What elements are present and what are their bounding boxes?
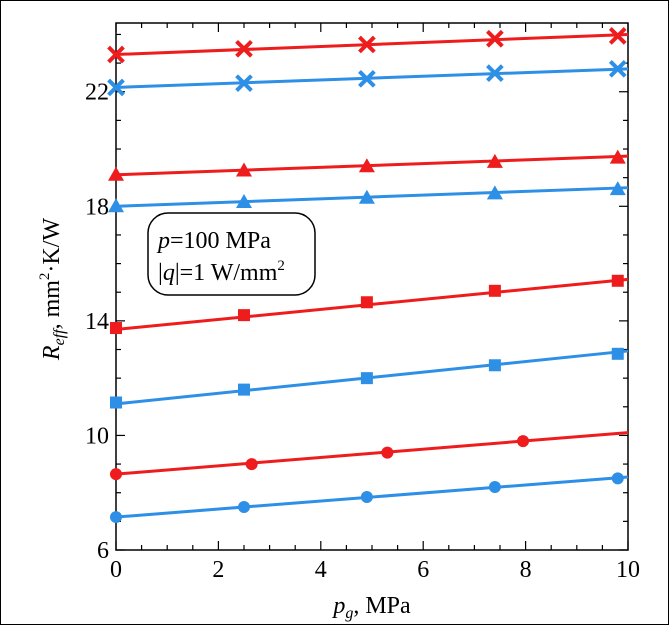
annotation-line-2: |q|=1 W/mm2 <box>158 258 285 286</box>
series-red-triangle <box>108 149 629 181</box>
data-point-circle <box>110 468 122 481</box>
data-point-x <box>107 78 125 97</box>
x-stroke <box>358 35 376 54</box>
x-stroke <box>107 45 125 64</box>
x-stroke <box>235 39 253 58</box>
x-tick-label: 2 <box>212 557 224 583</box>
series-fit-line <box>115 154 629 177</box>
data-point-circle <box>517 435 530 448</box>
data-point-triangle <box>358 189 375 204</box>
axes: 0 2 4 6 8 10 6 10 14 18 22 <box>85 22 640 583</box>
series-fit-line <box>115 67 629 89</box>
data-point-circle <box>360 491 373 504</box>
data-point-x <box>358 70 376 88</box>
data-point-circle <box>488 480 501 493</box>
x-stroke <box>358 70 376 88</box>
data-point-circle <box>611 472 624 485</box>
x-stroke <box>608 27 627 45</box>
data-point-square <box>488 359 501 372</box>
data-point-triangle <box>486 185 503 200</box>
data-point-x <box>107 45 125 64</box>
data-point-square <box>110 396 122 409</box>
x-tick-label: 4 <box>315 557 327 583</box>
series-red-square <box>110 274 629 335</box>
x-stroke <box>107 78 125 97</box>
data-point-square <box>611 347 624 360</box>
series-blue-circle <box>110 472 629 524</box>
series-red-circle <box>110 431 629 481</box>
data-point-triangle <box>358 158 375 173</box>
x-stroke <box>235 74 253 92</box>
data-point-square <box>360 372 373 385</box>
series-fit-line <box>115 431 629 476</box>
data-point-square <box>611 274 624 287</box>
data-point-triangle <box>108 166 124 181</box>
data-point-triangle <box>609 181 626 196</box>
x-tick-label: 6 <box>417 557 429 583</box>
x-stroke <box>486 29 504 48</box>
x-stroke <box>608 59 627 78</box>
data-point-square <box>238 383 250 396</box>
series-fit-line <box>115 32 629 57</box>
data-point-circle <box>238 501 250 514</box>
data-point-square <box>488 284 501 297</box>
data-point-x <box>358 35 376 54</box>
x-stroke <box>486 64 504 82</box>
data-point-x <box>235 39 253 58</box>
annotation-line-1: p=100 MPa <box>156 228 271 254</box>
data-point-circle <box>110 511 122 524</box>
data-point-x <box>235 74 253 92</box>
data-point-triangle <box>609 149 626 164</box>
data-point-triangle <box>236 194 252 209</box>
data-point-x <box>486 29 504 48</box>
x-axis-title: pg, MPa <box>331 593 411 622</box>
y-tick-label: 14 <box>85 309 109 335</box>
x-tick-label: 0 <box>110 557 122 583</box>
series-blue-square <box>110 347 629 409</box>
y-tick-label: 18 <box>85 194 109 220</box>
y-tick-label: 22 <box>85 80 109 106</box>
data-point-x <box>608 27 627 45</box>
series-red-x <box>107 27 629 64</box>
x-tick-label: 8 <box>520 557 532 583</box>
series-fit-line <box>115 186 629 208</box>
series-blue-triangle <box>108 181 629 213</box>
y-tick-label: 6 <box>97 538 109 564</box>
data-point-circle <box>245 458 258 471</box>
data-point-square <box>110 322 122 335</box>
data-point-square <box>360 296 373 309</box>
data-point-triangle <box>108 198 124 213</box>
data-point-triangle <box>236 162 252 177</box>
data-point-circle <box>381 446 394 459</box>
y-axis-title: Reff, mm2·K/W <box>37 218 68 362</box>
series-layer <box>107 27 629 524</box>
data-point-triangle <box>486 153 503 168</box>
data-point-x <box>486 64 504 82</box>
series-blue-x <box>107 59 629 97</box>
y-tick-label: 10 <box>85 423 109 449</box>
annotation-frame <box>147 212 316 296</box>
annotation-box: p=100 MPa |q|=1 W/mm2 <box>147 212 316 296</box>
x-tick-label: 10 <box>616 557 640 583</box>
data-point-square <box>238 309 250 322</box>
data-point-x <box>608 59 627 78</box>
